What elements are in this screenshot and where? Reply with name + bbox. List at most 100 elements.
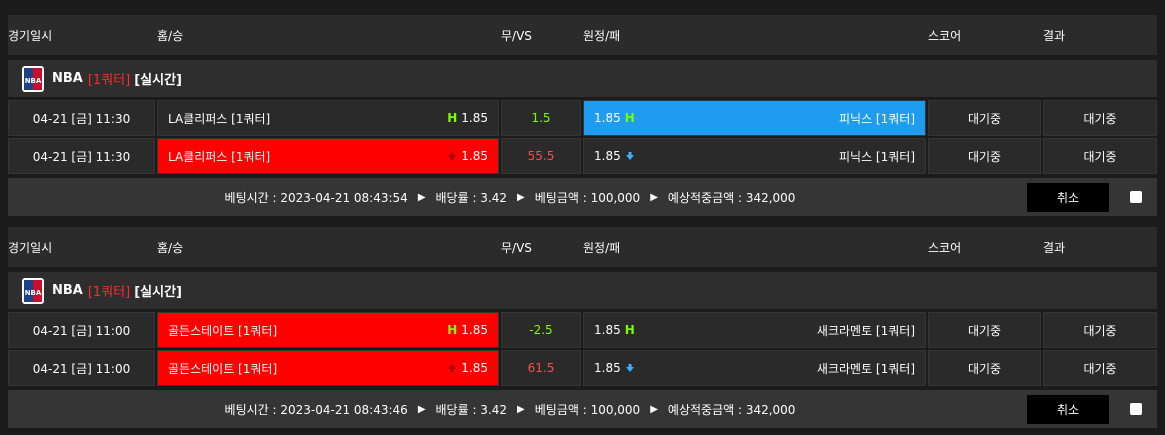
line-cell: -2.5 <box>501 312 581 348</box>
home-team: 골든스테이트 [1쿼터] <box>168 361 278 376</box>
separator: ▶ <box>517 403 525 415</box>
home-odds-wrap: H 1.85 <box>443 323 488 337</box>
league-period: [1쿼터] <box>87 73 131 88</box>
summary-text: 베팅시간 : 2023-04-21 08:43:46 ▶ 배당률 : 3.42 ▶ 베팅… <box>8 390 1012 428</box>
column-header: 무/VS <box>501 240 532 255</box>
cancel-button[interactable]: 취소 <box>1027 395 1109 424</box>
away-team: 새크라멘토 [1쿼터] <box>816 323 915 338</box>
summary-rate-label: 배당률 : 3.42 <box>435 402 508 417</box>
game-date: 04-21 [금] 11:30 <box>8 138 155 174</box>
league-row: NBA NBA [1쿼터] [실시간] <box>8 272 1157 309</box>
away-team: 피닉스 [1쿼터] <box>838 149 915 164</box>
summary-expected-label: 예상적중금액 : 342,000 <box>667 190 796 205</box>
odds-arrow <box>625 152 634 160</box>
away-cell[interactable]: 1.85 H 새크라멘토 [1쿼터] <box>583 312 926 348</box>
column-header: 홈/승 <box>157 240 184 255</box>
away-odds: 1.85 <box>594 323 621 337</box>
column-header: 경기일시 <box>8 240 53 255</box>
home-odds: 1.85 <box>461 361 488 375</box>
away-cell[interactable]: 1.85 피닉스 [1쿼터] <box>583 138 926 174</box>
home-team: 골든스테이트 [1쿼터] <box>168 323 278 338</box>
home-cell[interactable]: 골든스테이트 [1쿼터] 1.85 <box>157 350 499 386</box>
odds-marker: H <box>447 111 458 125</box>
home-odds: 1.85 <box>461 111 488 125</box>
separator: ▶ <box>650 191 658 203</box>
home-odds-wrap: 1.85 <box>443 149 488 163</box>
home-odds-wrap: H 1.85 <box>443 111 488 125</box>
column-header: 결과 <box>1043 28 1066 43</box>
game-date: 04-21 [금] 11:00 <box>8 350 155 386</box>
column-header: 무/VS <box>501 28 532 43</box>
select-checkbox[interactable] <box>1130 403 1142 415</box>
home-team: LA클리퍼스 [1쿼터] <box>168 149 271 164</box>
summary-amount-label: 베팅금액 : 100,000 <box>534 402 641 417</box>
score-cell: 대기중 <box>928 350 1041 386</box>
separator: ▶ <box>417 191 426 203</box>
away-odds: 1.85 <box>594 111 621 125</box>
away-odds-wrap: 1.85 H <box>594 111 639 125</box>
odds-arrow <box>625 364 634 372</box>
nba-logo: NBA <box>22 65 44 92</box>
away-odds: 1.85 <box>594 149 621 163</box>
result-cell: 대기중 <box>1043 350 1157 386</box>
summary-expected-label: 예상적중금액 : 342,000 <box>667 402 796 417</box>
line-cell: 1.5 <box>501 100 581 136</box>
home-cell[interactable]: 골든스테이트 [1쿼터] H 1.85 <box>157 312 499 348</box>
summary-text: 베팅시간 : 2023-04-21 08:43:54 ▶ 배당률 : 3.42 ▶ 베팅… <box>8 178 1012 216</box>
column-header: 원정/패 <box>583 28 621 43</box>
column-header: 스코어 <box>928 28 962 43</box>
away-odds: 1.85 <box>594 361 621 375</box>
away-team: 피닉스 [1쿼터] <box>838 111 915 126</box>
summary-time-label: 베팅시간 : 2023-04-21 08:43:54 <box>224 190 408 205</box>
line-cell: 61.5 <box>501 350 581 386</box>
summary-rate-label: 배당률 : 3.42 <box>435 190 508 205</box>
away-odds-wrap: 1.85 <box>594 149 639 163</box>
league-period: [1쿼터] <box>87 285 131 300</box>
separator: ▶ <box>650 403 658 415</box>
cancel-button[interactable]: 취소 <box>1027 183 1109 212</box>
away-cell[interactable]: 1.85 새크라멘토 [1쿼터] <box>583 350 926 386</box>
column-header: 결과 <box>1043 240 1066 255</box>
odds-marker: H <box>624 111 635 125</box>
separator: ▶ <box>517 191 525 203</box>
column-header: 홈/승 <box>157 28 184 43</box>
home-odds: 1.85 <box>461 149 488 163</box>
result-cell: 대기중 <box>1043 138 1157 174</box>
league-mode: [실시간] <box>134 285 182 300</box>
home-cell[interactable]: LA클리퍼스 [1쿼터] H 1.85 <box>157 100 499 136</box>
svg-text:NBA: NBA <box>25 77 42 85</box>
home-odds: 1.85 <box>461 323 488 337</box>
summary-row <box>8 390 1157 428</box>
home-odds-wrap: 1.85 <box>443 361 488 375</box>
odds-marker: H <box>447 323 458 337</box>
result-cell: 대기중 <box>1043 312 1157 348</box>
home-team: LA클리퍼스 [1쿼터] <box>168 111 271 126</box>
separator: ▶ <box>417 403 426 415</box>
league-row: NBA NBA [1쿼터] [실시간] <box>8 60 1157 97</box>
score-cell: 대기중 <box>928 100 1041 136</box>
league-name: NBA <box>52 71 83 86</box>
nba-logo: NBA <box>22 277 44 304</box>
game-date: 04-21 [금] 11:30 <box>8 100 155 136</box>
result-cell: 대기중 <box>1043 100 1157 136</box>
odds-arrow <box>448 152 457 160</box>
summary-row <box>8 178 1157 216</box>
summary-amount-label: 베팅금액 : 100,000 <box>534 190 641 205</box>
column-header: 원정/패 <box>583 240 621 255</box>
away-odds-wrap: 1.85 H <box>594 323 639 337</box>
odds-marker: H <box>624 323 635 337</box>
away-team: 새크라멘토 [1쿼터] <box>816 361 915 376</box>
summary-time-label: 베팅시간 : 2023-04-21 08:43:46 <box>224 402 408 417</box>
select-checkbox[interactable] <box>1130 191 1142 203</box>
home-cell[interactable]: LA클리퍼스 [1쿼터] 1.85 <box>157 138 499 174</box>
column-header: 스코어 <box>928 240 962 255</box>
league-name: NBA <box>52 283 83 298</box>
away-cell[interactable]: 1.85 H 피닉스 [1쿼터] <box>583 100 926 136</box>
column-header: 경기일시 <box>8 28 53 43</box>
line-cell: 55.5 <box>501 138 581 174</box>
score-cell: 대기중 <box>928 138 1041 174</box>
league-mode: [실시간] <box>134 73 182 88</box>
away-odds-wrap: 1.85 <box>594 361 639 375</box>
svg-text:NBA: NBA <box>25 289 42 297</box>
